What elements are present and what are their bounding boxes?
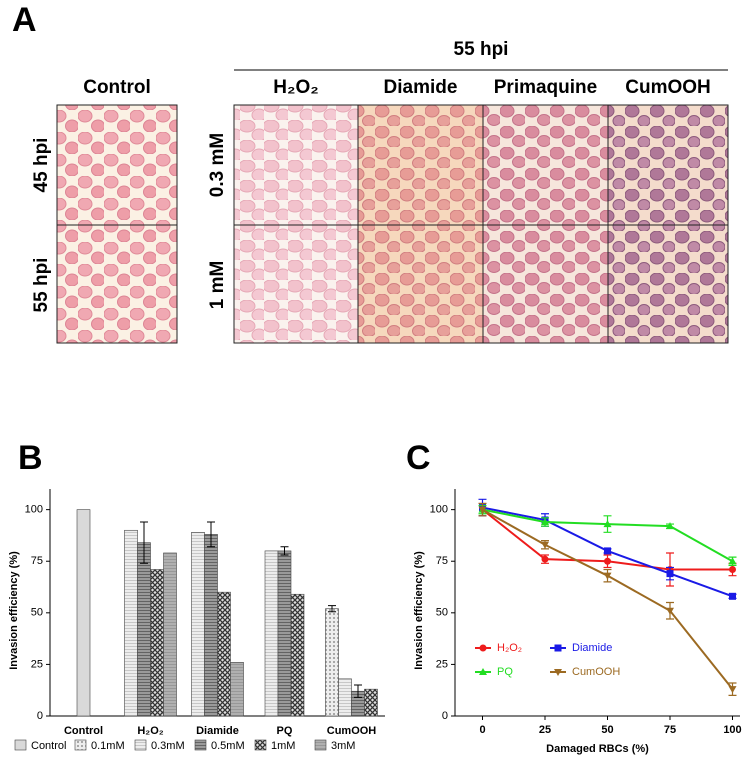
legend-label: 1mM bbox=[271, 740, 295, 752]
x-tick-label: 50 bbox=[601, 724, 613, 736]
bar bbox=[325, 608, 339, 717]
error-bar bbox=[140, 521, 148, 564]
legend-label: 0.3mM bbox=[151, 740, 185, 752]
bar bbox=[338, 678, 352, 717]
column-title: H₂O₂ bbox=[273, 77, 318, 98]
legend-marker bbox=[554, 669, 562, 676]
legend-label: 0.1mM bbox=[91, 740, 125, 752]
point bbox=[666, 522, 674, 530]
legend-swatch bbox=[314, 739, 327, 751]
bar bbox=[150, 569, 164, 717]
micrograph bbox=[233, 104, 359, 344]
legend-label: Diamide bbox=[572, 642, 612, 654]
legend-swatch bbox=[194, 739, 207, 751]
point bbox=[603, 572, 612, 580]
column-title: Control bbox=[83, 77, 151, 98]
legend-marker bbox=[479, 668, 487, 675]
y-axis-label: Invasion efficiency (%) bbox=[8, 551, 20, 670]
bar bbox=[163, 552, 177, 717]
legend-swatch bbox=[254, 739, 267, 751]
point bbox=[666, 570, 674, 578]
error-bar bbox=[207, 521, 215, 548]
micrograph bbox=[607, 104, 729, 344]
micrograph bbox=[357, 104, 484, 344]
bar bbox=[277, 550, 292, 717]
legend-swatch bbox=[134, 739, 147, 751]
bar bbox=[364, 688, 378, 717]
series-line bbox=[482, 508, 734, 690]
y-tick-label: 100 bbox=[430, 504, 448, 516]
bar bbox=[217, 591, 231, 717]
column-title: CumOOH bbox=[625, 77, 711, 98]
x-tick-label: Diamide bbox=[196, 725, 239, 737]
bar bbox=[230, 662, 244, 717]
point bbox=[666, 607, 674, 615]
panel-label: C bbox=[406, 439, 431, 477]
bar bbox=[124, 529, 138, 717]
x-tick-label: PQ bbox=[277, 725, 293, 737]
y-tick-label: 100 bbox=[25, 504, 43, 516]
column-title: Primaquine bbox=[494, 77, 597, 98]
x-tick-label: Control bbox=[64, 725, 103, 737]
group-title: 55 hpi bbox=[454, 39, 509, 60]
bar bbox=[76, 509, 91, 717]
bar bbox=[137, 542, 151, 717]
legend-marker bbox=[479, 644, 487, 652]
x-axis-label: Damaged RBCs (%) bbox=[546, 743, 649, 755]
x-tick-label: 0 bbox=[479, 724, 485, 736]
y-tick-label: 0 bbox=[37, 710, 43, 722]
y-axis-label: Invasion efficiency (%) bbox=[413, 551, 425, 670]
y-tick-label: 50 bbox=[31, 607, 43, 619]
x-tick-label: CumOOH bbox=[327, 725, 377, 737]
panel-label: A bbox=[12, 1, 37, 39]
y-tick-label: 75 bbox=[31, 555, 43, 567]
bar bbox=[264, 550, 279, 717]
column-title: Diamide bbox=[384, 77, 458, 98]
error-bar bbox=[280, 546, 289, 556]
row-label: 55 hpi bbox=[31, 258, 52, 313]
point bbox=[728, 686, 737, 694]
legend-label: CumOOH bbox=[572, 666, 620, 678]
row-label: 0.3 mM bbox=[207, 133, 228, 197]
row-label: 45 hpi bbox=[31, 138, 52, 193]
legend-label: PQ bbox=[497, 666, 513, 678]
point bbox=[728, 557, 737, 565]
point bbox=[541, 555, 549, 563]
error-bar bbox=[328, 605, 336, 613]
point bbox=[541, 541, 549, 549]
y-tick-label: 25 bbox=[436, 658, 448, 670]
point bbox=[603, 520, 612, 528]
bar bbox=[204, 534, 218, 717]
x-tick-label: H₂O₂ bbox=[137, 725, 163, 737]
legend-swatch bbox=[74, 739, 87, 751]
legend-swatch bbox=[14, 739, 27, 751]
point bbox=[541, 518, 549, 526]
bar bbox=[191, 532, 205, 717]
y-tick-label: 50 bbox=[436, 607, 448, 619]
micrograph bbox=[482, 104, 609, 344]
bar bbox=[290, 593, 305, 717]
legend-label: Control bbox=[31, 740, 66, 752]
legend-label: 3mM bbox=[331, 740, 355, 752]
x-tick-label: 25 bbox=[539, 724, 551, 736]
x-tick-label: 75 bbox=[664, 724, 676, 736]
point bbox=[478, 506, 487, 514]
y-tick-label: 0 bbox=[442, 710, 448, 722]
micrograph bbox=[56, 104, 178, 344]
error-bar bbox=[354, 684, 362, 698]
legend-marker bbox=[554, 644, 562, 652]
point bbox=[604, 557, 611, 565]
panel-label: B bbox=[18, 439, 43, 477]
point bbox=[729, 592, 736, 600]
legend-label: 0.5mM bbox=[211, 740, 245, 752]
point bbox=[729, 565, 736, 573]
legend-label: H₂O₂ bbox=[497, 642, 522, 654]
y-tick-label: 75 bbox=[436, 555, 448, 567]
point bbox=[604, 547, 611, 555]
y-tick-label: 25 bbox=[31, 658, 43, 670]
x-tick-label: 100 bbox=[723, 724, 741, 736]
row-label: 1 mM bbox=[207, 261, 228, 310]
